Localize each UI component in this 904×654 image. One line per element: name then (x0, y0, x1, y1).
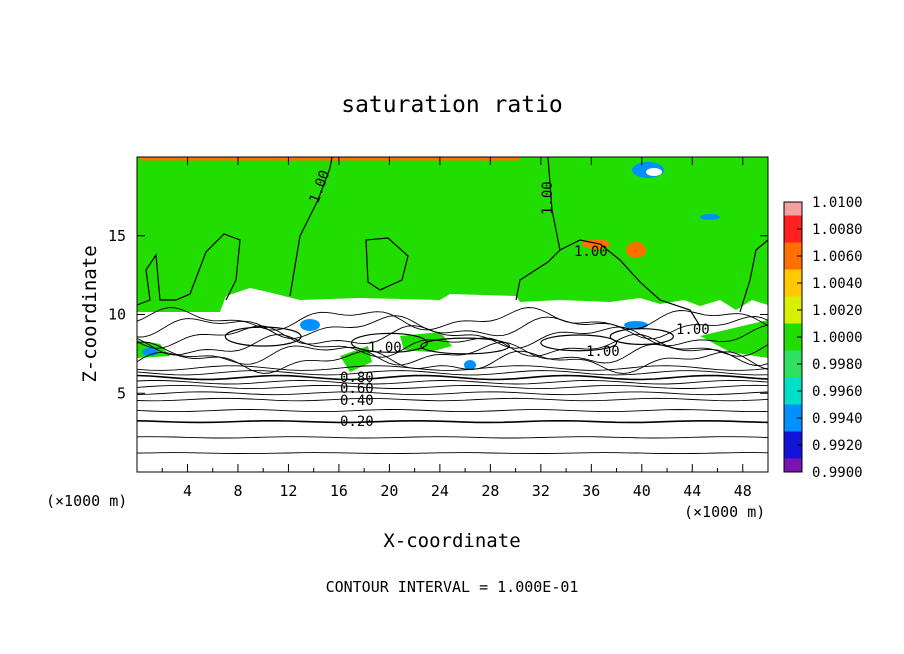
x-tick-label: 20 (380, 482, 398, 500)
contour-interval-note: CONTOUR INTERVAL = 1.000E-01 (326, 578, 579, 596)
x-tick-label: 8 (233, 482, 242, 500)
colorbar-label: 0.9960 (812, 384, 863, 400)
x-tick-label: 32 (532, 482, 550, 500)
contour-line (137, 324, 768, 349)
contour-label-100-d: 1.00 (586, 344, 620, 360)
colorbar-swatch (784, 404, 802, 432)
supersaturated-anomalies (140, 157, 720, 370)
anomaly-blob (624, 321, 648, 329)
colorbar-label: 1.0060 (812, 249, 863, 265)
colorbar-label: 1.0000 (812, 330, 863, 346)
anomaly-blob (700, 214, 720, 220)
contour-line (137, 365, 768, 371)
x-unit-right: (×1000 m) (684, 503, 765, 521)
x-tick-label: 44 (683, 482, 701, 500)
x-tick-label: 4 (183, 482, 192, 500)
colorbar-swatch (784, 431, 802, 459)
right-lower-saturated-patch (700, 320, 768, 358)
contour-label-080: 0.80 (340, 370, 374, 386)
contour-line (137, 350, 768, 374)
x-tick-label: 40 (633, 482, 651, 500)
y-axis-ticks: 5 10 15 (108, 227, 768, 402)
contour-line (137, 409, 768, 413)
anomaly-blob (142, 348, 158, 356)
contour-label-100-b: 1.00 (676, 322, 710, 338)
contour-line (137, 379, 768, 385)
colorbar-swatch (784, 269, 802, 297)
colorbar-label: 0.9920 (812, 438, 863, 454)
x-tick-label: 24 (431, 482, 449, 500)
contour-label-020: 0.20 (340, 414, 374, 430)
colorbar-swatch (784, 242, 802, 270)
colorbar-label: 0.9900 (812, 465, 863, 481)
anomaly-blob (626, 242, 646, 258)
y-tick-label: 5 (117, 384, 126, 402)
contour-line (137, 397, 768, 402)
contour-labels: 0.20 0.40 0.60 0.80 1.00 1.00 1.00 1.00 … (307, 168, 710, 430)
anomaly-blob (464, 360, 476, 370)
contour-line-100 (365, 237, 409, 291)
contour-line (137, 419, 768, 424)
x-tick-label: 16 (330, 482, 348, 500)
contour-label-060: 0.60 (340, 381, 374, 397)
contour-cell (224, 326, 302, 347)
contour-line-100 (739, 239, 768, 313)
contour-cell (350, 332, 428, 353)
x-tick-label: 12 (279, 482, 297, 500)
contour-label-100-a: 1.00 (368, 340, 402, 356)
anomaly-blob (300, 319, 320, 331)
contour-line (137, 370, 768, 376)
colorbar-label: 1.0020 (812, 303, 863, 319)
y-tick-label: 15 (108, 227, 126, 245)
x-axis-label: X-coordinate (383, 530, 520, 552)
contour-line (137, 436, 768, 439)
colorbar-label: 1.0080 (812, 222, 863, 238)
contour-label-100-rot2: 1.00 (540, 181, 556, 215)
colorbar-swatch (784, 202, 802, 216)
x-unit-left: (×1000 m) (46, 492, 127, 510)
colorbar: 1.0100 1.0080 1.0060 1.0040 1.0020 1.0000 0.99… (783, 195, 863, 481)
colorbar-label: 1.0040 (812, 276, 863, 292)
contour-label-100-c: 1.00 (574, 244, 608, 260)
anomaly-blob (646, 168, 662, 176)
contour-line (137, 384, 768, 390)
colorbar-label: 0.9980 (812, 357, 863, 373)
colorbar-label: 1.0100 (812, 195, 863, 211)
contour-line-100 (559, 239, 701, 327)
plot-field (137, 157, 768, 472)
contour-line (137, 452, 768, 455)
colorbar-swatch (784, 377, 802, 405)
y-tick-label: 10 (108, 306, 126, 324)
x-tick-label: 28 (481, 482, 499, 500)
contour-line-100 (289, 157, 333, 297)
contour-line-100 (515, 157, 561, 301)
contour-line (137, 391, 768, 396)
x-tick-label: 48 (734, 482, 752, 500)
contour-cell (420, 337, 510, 355)
colorbar-label: 0.9940 (812, 411, 863, 427)
saturated-region (137, 157, 768, 312)
contour-cell (540, 334, 618, 352)
contour-line (137, 333, 768, 358)
colorbar-swatch (784, 458, 802, 472)
contour-lines (137, 157, 768, 455)
y-axis-label: Z-coordinate (79, 245, 101, 382)
chart-title: saturation ratio (341, 92, 563, 118)
colorbar-swatch (784, 350, 802, 378)
contour-cell (609, 328, 674, 346)
x-axis-ticks: 4 8 12 16 20 24 28 32 36 40 44 48 (161, 157, 752, 500)
contour-label-040: 0.40 (340, 393, 374, 409)
x-tick-label: 36 (582, 482, 600, 500)
contour-line (137, 374, 768, 381)
colorbar-swatch (784, 296, 802, 324)
contour-line-100 (137, 233, 241, 306)
contour-line (137, 307, 768, 331)
colorbar-swatch (784, 215, 802, 243)
colorbar-swatch (784, 323, 802, 351)
